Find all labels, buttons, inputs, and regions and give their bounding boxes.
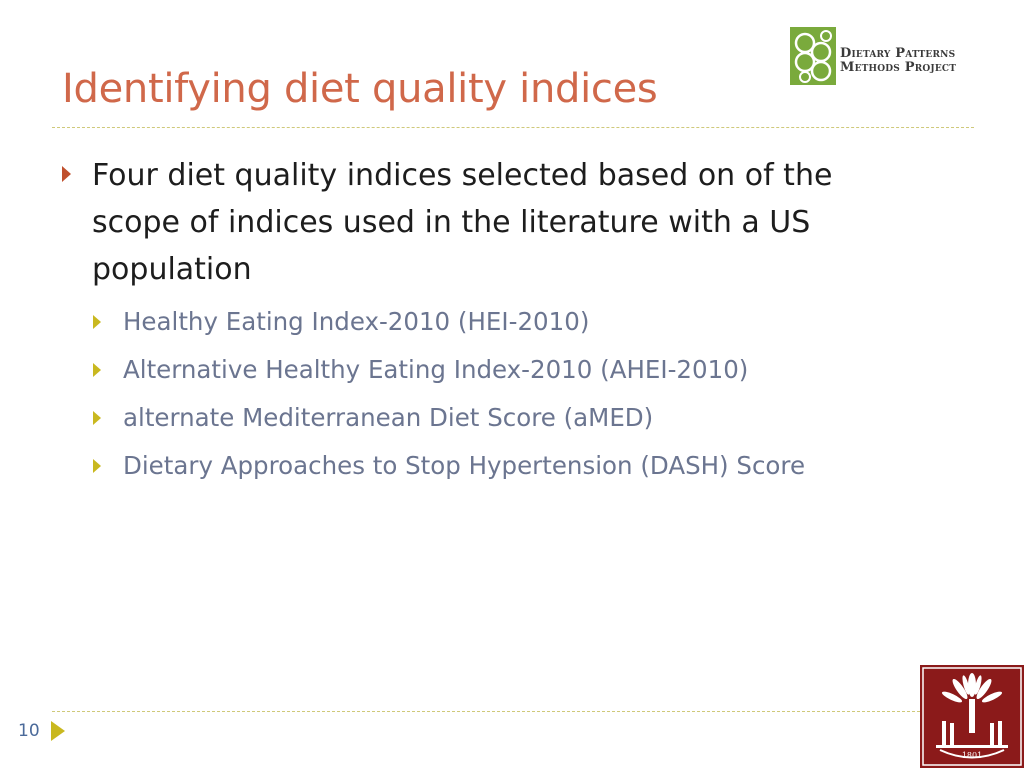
slide-title: Identifying diet quality indices	[62, 66, 658, 112]
dpmp-logo-line1: Dietary Patterns	[840, 46, 956, 61]
dpmp-logo-line2: Methods Project	[840, 60, 957, 75]
sub-bullet-arrow-icon	[93, 315, 101, 329]
dpmp-rings-icon	[790, 27, 836, 85]
sub-bullet: Healthy Eating Index-2010 (HEI-2010)	[62, 298, 962, 346]
nav-arrow-icon[interactable]	[51, 721, 65, 741]
sub-bullet-arrow-icon	[93, 411, 101, 425]
sub-bullet-text: alternate Mediterranean Diet Score (aMED…	[123, 403, 654, 432]
sub-bullet-arrow-icon	[93, 459, 101, 473]
bullet-arrow-icon	[62, 166, 71, 182]
page-number: 10	[18, 721, 40, 741]
sub-bullet-arrow-icon	[93, 363, 101, 377]
sub-bullet: Alternative Healthy Eating Index-2010 (A…	[62, 346, 962, 394]
seal-year: 1801	[962, 751, 982, 760]
sub-bullet-text: Dietary Approaches to Stop Hypertension …	[123, 451, 806, 480]
sub-bullet-text: Healthy Eating Index-2010 (HEI-2010)	[123, 307, 590, 336]
dietary-patterns-logo: Dietary Patterns Methods Project	[790, 27, 960, 85]
sub-bullet: alternate Mediterranean Diet Score (aMED…	[62, 394, 962, 442]
footer-divider	[52, 711, 920, 712]
main-bullet-text: Four diet quality indices selected based…	[92, 158, 833, 287]
sub-bullet: Dietary Approaches to Stop Hypertension …	[62, 442, 962, 490]
sub-bullet-text: Alternative Healthy Eating Index-2010 (A…	[123, 355, 749, 384]
main-bullet: Four diet quality indices selected based…	[62, 152, 912, 293]
title-divider	[52, 127, 974, 128]
dpmp-logo-text: Dietary Patterns Methods Project	[840, 47, 956, 75]
palmetto-seal-icon: 1801	[920, 665, 1024, 768]
sub-bullet-list: Healthy Eating Index-2010 (HEI-2010) Alt…	[62, 298, 962, 490]
bullet-list: Four diet quality indices selected based…	[62, 152, 962, 490]
